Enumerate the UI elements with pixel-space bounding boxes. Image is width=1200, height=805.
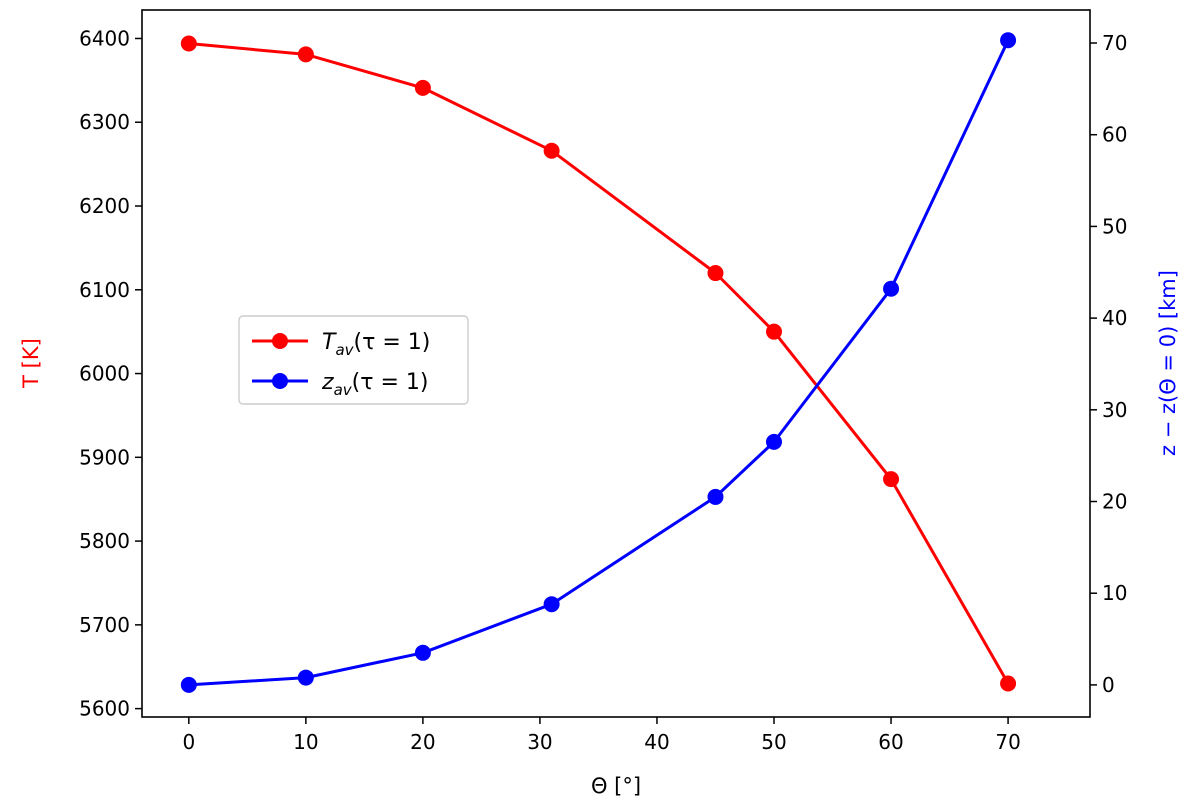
data-point-height bbox=[1000, 32, 1017, 49]
left-y-tick-label: 6300 bbox=[79, 110, 130, 134]
x-tick-label: 70 bbox=[995, 730, 1020, 754]
series-line-temperature bbox=[188, 42, 1010, 685]
left-y-tick-label: 6100 bbox=[79, 278, 130, 302]
data-point-temperature bbox=[543, 142, 560, 159]
data-point-height bbox=[297, 669, 314, 686]
left-y-tick-label: 5600 bbox=[79, 697, 130, 721]
left-y-axis: 5600 5700 5800 5900 6000 6100 6200 6300 6400 bbox=[79, 26, 142, 721]
right-y-tick-label: 30 bbox=[1102, 398, 1127, 422]
legend: Tav(τ = 1) zav(τ = 1) bbox=[238, 315, 469, 405]
right-y-tick-label: 60 bbox=[1102, 123, 1127, 147]
left-y-tick-label: 5900 bbox=[79, 445, 130, 469]
left-y-tick-label: 6400 bbox=[79, 26, 130, 50]
data-point-temperature bbox=[297, 46, 314, 63]
data-point-height bbox=[766, 433, 782, 450]
data-point-temperature bbox=[766, 323, 782, 340]
x-tick-label: 60 bbox=[878, 730, 903, 754]
x-tick-label: 10 bbox=[293, 730, 318, 754]
data-point-height bbox=[414, 644, 431, 661]
x-tick-label: 50 bbox=[761, 730, 786, 754]
data-point-temperature bbox=[883, 471, 900, 488]
data-point-height bbox=[543, 596, 560, 613]
data-point-temperature bbox=[1000, 675, 1017, 692]
data-point-temperature bbox=[180, 35, 197, 52]
left-y-tick-label: 6000 bbox=[79, 362, 130, 386]
right-y-tick-label: 0 bbox=[1102, 673, 1115, 697]
legend-marker-temperature bbox=[272, 333, 288, 349]
legend-label-temperature: Tav(τ = 1) bbox=[322, 330, 430, 359]
x-tick-label: 40 bbox=[644, 730, 669, 754]
data-point-temperature bbox=[414, 79, 431, 96]
data-point-temperature bbox=[707, 265, 724, 282]
x-tick-label: 0 bbox=[182, 730, 195, 754]
x-tick-label: 20 bbox=[410, 730, 435, 754]
left-y-tick-label: 5700 bbox=[79, 613, 130, 637]
right-y-tick-label: 50 bbox=[1102, 214, 1127, 238]
series-layer bbox=[180, 32, 1017, 693]
legend-label-height: zav(τ = 1) bbox=[321, 370, 428, 399]
right-y-tick-label: 40 bbox=[1102, 306, 1127, 330]
x-axis: 0 10 20 30 40 50 60 70 bbox=[182, 717, 1021, 754]
left-y-axis-label: T [K] bbox=[19, 338, 43, 389]
data-point-height bbox=[883, 280, 900, 297]
right-y-tick-label: 20 bbox=[1102, 490, 1127, 514]
left-y-tick-label: 5800 bbox=[79, 529, 130, 553]
x-tick-label: 30 bbox=[527, 730, 552, 754]
x-axis-label: Θ [°] bbox=[591, 774, 641, 798]
legend-marker-height bbox=[272, 373, 288, 389]
left-y-tick-label: 6200 bbox=[79, 194, 130, 218]
right-y-tick-label: 10 bbox=[1102, 581, 1127, 605]
data-point-height bbox=[707, 488, 724, 505]
right-y-axis: 0 10 20 30 40 50 60 70 bbox=[1090, 31, 1127, 697]
right-y-tick-label: 70 bbox=[1102, 31, 1127, 55]
right-y-axis-label: z − z(Θ = 0) [km] bbox=[1156, 270, 1180, 456]
series-line-height bbox=[188, 39, 1010, 687]
data-point-height bbox=[180, 676, 197, 693]
